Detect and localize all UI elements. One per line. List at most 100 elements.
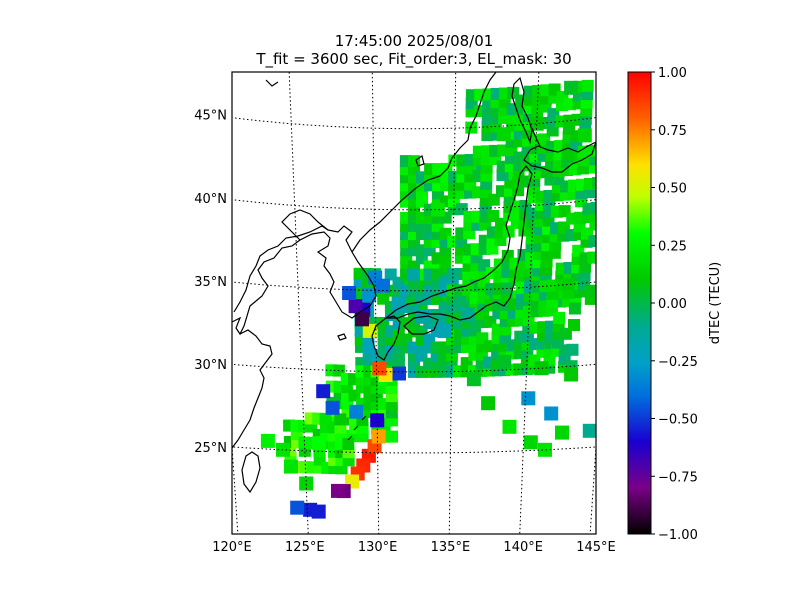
dtec-region-cell	[587, 251, 596, 264]
graticule	[232, 72, 596, 534]
dtec-cell	[290, 500, 305, 515]
honshu	[384, 165, 533, 321]
dtec-region-cell	[589, 210, 596, 223]
dtec-region-cell	[566, 343, 579, 356]
shikoku	[403, 315, 439, 335]
parallel-line	[232, 363, 596, 373]
latitude-tick-label: 25°N	[194, 441, 227, 456]
colorbar-tick-label: −1.00	[658, 528, 698, 543]
dtec-region-cell	[590, 201, 596, 214]
latitude-tick-label: 30°N	[194, 358, 227, 373]
dtec-region-cell	[506, 347, 519, 360]
dtec-cell	[564, 80, 579, 95]
longitude-tick-label: 125°E	[285, 540, 325, 555]
dtec-cell	[392, 366, 406, 381]
korea-china-coastline	[232, 225, 377, 336]
dtec-region-cell	[507, 306, 520, 319]
colorbar-tick-label: 0.00	[658, 297, 687, 312]
dtec-region-cell	[431, 252, 444, 265]
meridian-line	[589, 439, 596, 534]
dtec-region-cell	[548, 246, 561, 259]
dtec-region-cell	[408, 244, 420, 257]
colorbar-ticks: 1.00 0.75 0.50 0.25 0.00 −0.25 −0.50 −0.75 −1.00	[651, 66, 698, 543]
dtec-cell	[534, 361, 549, 376]
longitude-tick-label: 145°E	[576, 540, 616, 555]
dtec-cell	[355, 312, 369, 327]
dtec-cell	[371, 429, 386, 444]
hokkaido	[523, 141, 596, 173]
taiwan	[241, 451, 261, 494]
parallel-line	[232, 199, 596, 211]
latitude-labels: 25°N 30°N 35°N 40°N 45°N	[194, 109, 227, 456]
dtec-region-cell	[586, 144, 596, 157]
dtec-cell	[544, 406, 559, 421]
longitude-tick-label: 130°E	[358, 540, 398, 555]
latitude-tick-label: 35°N	[194, 275, 227, 290]
dtec-region-cell	[505, 363, 518, 376]
dtec-cell	[312, 436, 327, 451]
dtec-cell	[430, 202, 445, 217]
dtec-cell	[376, 278, 390, 293]
longitude-labels: 120°E 125°E 130°E 135°E 140°E 145°E	[212, 540, 616, 555]
kyushu	[371, 315, 401, 361]
longitude-tick-label: 120°E	[212, 540, 252, 555]
latitude-tick-label: 45°N	[194, 109, 227, 124]
colorbar-tick-label: −0.75	[658, 470, 698, 485]
latitude-tick-label: 40°N	[194, 192, 227, 207]
dtec-cell	[370, 413, 385, 428]
dtec-cell	[481, 396, 496, 411]
meridian-line	[448, 72, 457, 534]
dtec-region-cell	[585, 153, 596, 166]
dtec-cell	[529, 116, 544, 131]
dtec-region-cell	[585, 284, 596, 297]
dtec-region-cell	[505, 135, 518, 148]
dtec-region-cell	[342, 438, 355, 450]
dtec-cell	[325, 400, 340, 415]
dtec-cell	[466, 372, 481, 387]
dtec-cell	[502, 419, 517, 434]
colorbar-tick-label: 1.00	[658, 66, 687, 81]
meridian-line	[232, 439, 239, 534]
dtec-cell	[362, 288, 377, 303]
dtec-cell	[362, 323, 377, 338]
kamchatka-west	[265, 79, 279, 87]
dtec-region-cell	[505, 152, 518, 165]
dtec-region-cell	[568, 319, 580, 331]
title-line-1: 17:45:00 2025/08/01	[335, 32, 494, 50]
parallel-line	[232, 446, 596, 454]
dtec-region-cell	[501, 258, 514, 271]
dtec-region-cell	[589, 218, 596, 231]
dtec-data-layer	[260, 79, 596, 519]
dtec-region-cell	[509, 265, 522, 278]
meridian-line	[519, 72, 540, 534]
dtec-cell	[316, 384, 331, 399]
china-coast-south	[232, 329, 273, 449]
colorbar-label: dTEC (TECU)	[708, 262, 723, 345]
dtec-region-cell	[408, 268, 420, 281]
dtec-region-cell	[581, 79, 594, 92]
dtec-cell	[564, 367, 579, 382]
dtec-region-cell	[572, 244, 585, 257]
korea-north-boundary	[281, 209, 329, 241]
dtec-cell	[521, 391, 536, 406]
meridian-line	[371, 72, 380, 534]
dtec-region-cell	[579, 252, 592, 265]
dtec-cell	[496, 127, 511, 142]
dtec-region-cell	[400, 244, 413, 257]
dtec-cell	[260, 433, 275, 448]
dtec-cell	[497, 354, 512, 369]
colorbar: 1.00 0.75 0.50 0.25 0.00 −0.25 −0.50 −0.75 −1.00…	[627, 66, 723, 543]
dtec-cell	[523, 435, 538, 450]
dtec-cell	[372, 361, 387, 376]
dtec-cell	[331, 483, 345, 498]
dtec-region-cell	[553, 311, 566, 324]
longitude-tick-label: 140°E	[503, 540, 543, 555]
ryukyu-islands	[347, 415, 367, 441]
longitude-tick-label: 135°E	[431, 540, 471, 555]
dtec-region-cell	[470, 251, 483, 264]
dtec-cell	[348, 299, 363, 314]
colorbar-tick-label: −0.50	[658, 413, 698, 428]
dtec-region-cell	[386, 430, 398, 443]
map-panel: 120°E 125°E 130°E 135°E 140°E 145°E 25°N 30°N 3…	[194, 71, 616, 555]
